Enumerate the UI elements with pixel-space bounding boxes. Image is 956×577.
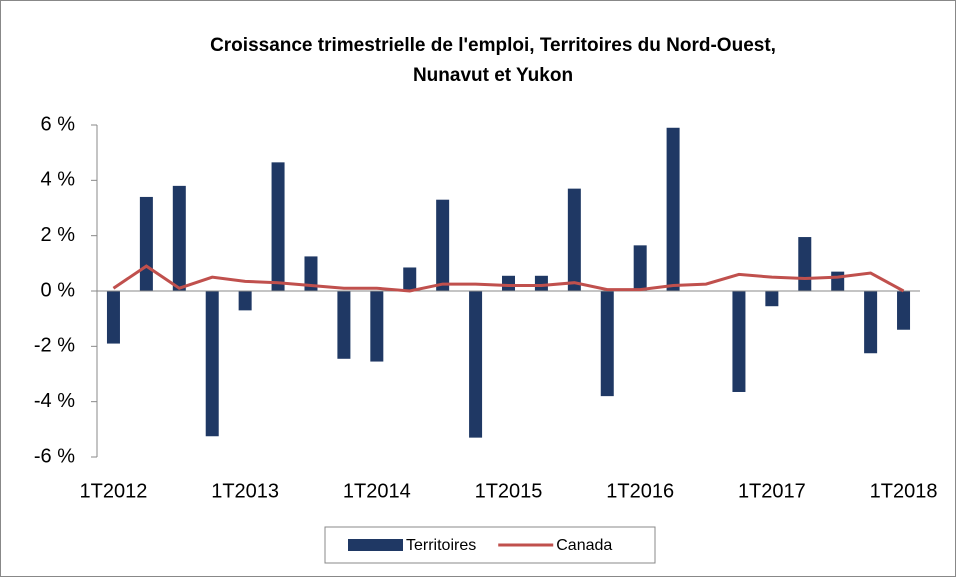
bar xyxy=(172,185,186,291)
bar xyxy=(436,199,450,291)
bar xyxy=(403,267,417,291)
y-tick-label: 2 % xyxy=(41,224,76,246)
x-tick-label: 1T2013 xyxy=(211,480,279,502)
bar xyxy=(370,291,384,362)
bar xyxy=(666,127,680,292)
bar xyxy=(238,291,252,311)
bar xyxy=(205,291,219,437)
x-tick-label: 1T2018 xyxy=(870,480,938,502)
chart-title: Croissance trimestrielle de l'emploi, Te… xyxy=(210,35,776,56)
bar xyxy=(600,291,614,397)
y-tick-label: 0 % xyxy=(41,279,76,301)
x-tick-label: 1T2012 xyxy=(80,480,148,502)
x-tick-label: 1T2017 xyxy=(738,480,806,502)
bar xyxy=(897,291,911,330)
x-tick-label: 1T2014 xyxy=(343,480,411,502)
y-tick-label: -2 % xyxy=(34,335,75,357)
x-tick-label: 1T2016 xyxy=(606,480,674,502)
line xyxy=(112,264,905,293)
chart-title: Nunavut et Yukon xyxy=(413,65,573,86)
bar xyxy=(864,291,878,354)
y-tick-label: -6 % xyxy=(34,445,75,467)
x-tick-label: 1T2015 xyxy=(475,480,543,502)
bar xyxy=(831,271,845,291)
bar xyxy=(765,291,779,307)
bar xyxy=(304,256,318,291)
bar xyxy=(798,237,812,291)
bar xyxy=(469,291,483,438)
bar xyxy=(106,291,120,344)
bar xyxy=(732,291,746,392)
bar xyxy=(337,291,351,359)
bar xyxy=(567,188,581,291)
bar xyxy=(271,162,285,291)
y-tick-label: -4 % xyxy=(34,390,75,412)
legend-swatch xyxy=(348,539,403,551)
y-tick-label: 6 % xyxy=(41,113,76,135)
bar xyxy=(534,275,548,291)
legend-label: Canada xyxy=(556,537,612,554)
bar xyxy=(502,275,515,291)
y-tick-label: 4 % xyxy=(41,169,76,191)
legend-label: Territoires xyxy=(406,537,476,554)
bar xyxy=(633,245,647,291)
bar xyxy=(139,196,153,291)
